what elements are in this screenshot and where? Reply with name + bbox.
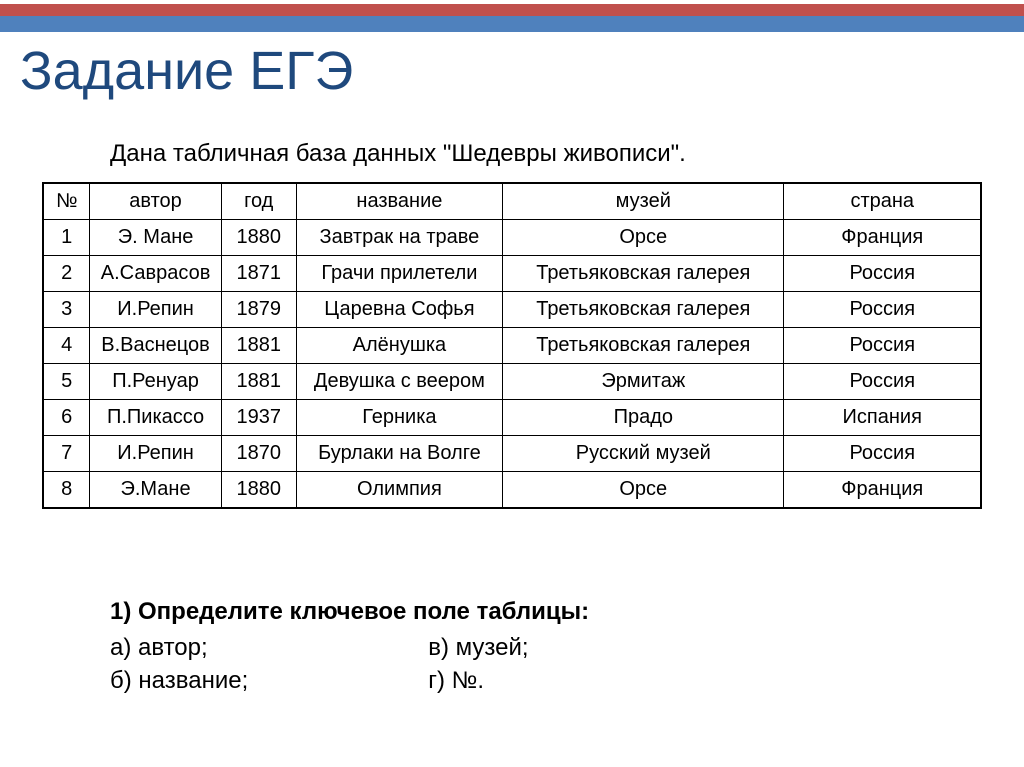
options-column-2: в) музей; г) №. [428,632,528,697]
table-cell: Алёнушка [296,328,502,364]
table-cell: А.Саврасов [90,256,221,292]
table-cell: Девушка с веером [296,364,502,400]
table-cell: 1 [43,220,90,256]
table-cell: И.Репин [90,292,221,328]
top-accent-bar [0,0,1024,34]
table-cell: Эрмитаж [503,364,784,400]
table-cell: Россия [784,328,981,364]
table-cell: Третьяковская галерея [503,292,784,328]
table-cell: Русский музей [503,436,784,472]
table-cell: Франция [784,472,981,509]
table-cell: 5 [43,364,90,400]
table-cell: 1937 [221,400,296,436]
table-cell: Россия [784,256,981,292]
table-cell: Россия [784,364,981,400]
table-header-cell: название [296,183,502,220]
table-cell: Э. Мане [90,220,221,256]
intro-text: Дана табличная база данных "Шедевры живо… [110,140,686,168]
question-title: 1) Определите ключевое поле таблицы: [110,596,589,628]
table-header-cell: страна [784,183,981,220]
table-cell: Третьяковская галерея [503,328,784,364]
accent-stripe-blue [0,16,1024,32]
table-row: 1Э. Мане1880Завтрак на травеОрсеФранция [43,220,981,256]
option-g: г) №. [428,665,528,697]
table-cell: 1871 [221,256,296,292]
table-header-cell: № [43,183,90,220]
table-cell: Бурлаки на Волге [296,436,502,472]
table-body: 1Э. Мане1880Завтрак на травеОрсеФранция2… [43,220,981,509]
table-cell: 7 [43,436,90,472]
data-table: №авторгодназваниемузейстрана 1Э. Мане188… [42,182,982,509]
table-row: 7И.Репин1870Бурлаки на ВолгеРусский музе… [43,436,981,472]
table-cell: Франция [784,220,981,256]
slide: Задание ЕГЭ Дана табличная база данных "… [0,0,1024,767]
table-header-cell: музей [503,183,784,220]
table-cell: 3 [43,292,90,328]
table-cell: Прадо [503,400,784,436]
table-cell: Царевна Софья [296,292,502,328]
table-cell: П.Пикассо [90,400,221,436]
table-cell: Э.Мане [90,472,221,509]
table-cell: 1881 [221,328,296,364]
options-column-1: а) автор; б) название; [110,632,248,697]
table-cell: Орсе [503,220,784,256]
table-cell: П.Ренуар [90,364,221,400]
accent-stripe-red [0,4,1024,16]
table-row: 2А.Саврасов1871Грачи прилетелиТретьяковс… [43,256,981,292]
table-cell: 6 [43,400,90,436]
table-cell: 1870 [221,436,296,472]
option-b: б) название; [110,665,248,697]
question-block: 1) Определите ключевое поле таблицы: а) … [110,596,589,697]
table-cell: Завтрак на траве [296,220,502,256]
question-options: а) автор; б) название; в) музей; г) №. [110,632,589,697]
data-table-container: №авторгодназваниемузейстрана 1Э. Мане188… [42,182,982,509]
table-cell: 1881 [221,364,296,400]
table-cell: Герника [296,400,502,436]
table-cell: 8 [43,472,90,509]
table-cell: Россия [784,292,981,328]
table-cell: Грачи прилетели [296,256,502,292]
table-cell: 1880 [221,220,296,256]
table-cell: 1879 [221,292,296,328]
table-header-cell: автор [90,183,221,220]
option-a: а) автор; [110,632,248,664]
option-v: в) музей; [428,632,528,664]
table-row: 3И.Репин1879Царевна СофьяТретьяковская г… [43,292,981,328]
table-cell: Орсе [503,472,784,509]
table-header-cell: год [221,183,296,220]
table-header-row: №авторгодназваниемузейстрана [43,183,981,220]
table-cell: Россия [784,436,981,472]
table-row: 4В.Васнецов1881АлёнушкаТретьяковская гал… [43,328,981,364]
table-cell: 4 [43,328,90,364]
table-row: 8Э.Мане1880ОлимпияОрсеФранция [43,472,981,509]
table-head: №авторгодназваниемузейстрана [43,183,981,220]
page-title: Задание ЕГЭ [20,40,353,102]
table-cell: Испания [784,400,981,436]
table-cell: И.Репин [90,436,221,472]
table-cell: Олимпия [296,472,502,509]
table-cell: 2 [43,256,90,292]
table-row: 5П.Ренуар1881Девушка с вееромЭрмитажРосс… [43,364,981,400]
table-cell: Третьяковская галерея [503,256,784,292]
table-cell: В.Васнецов [90,328,221,364]
table-cell: 1880 [221,472,296,509]
table-row: 6П.Пикассо1937ГерникаПрадоИспания [43,400,981,436]
